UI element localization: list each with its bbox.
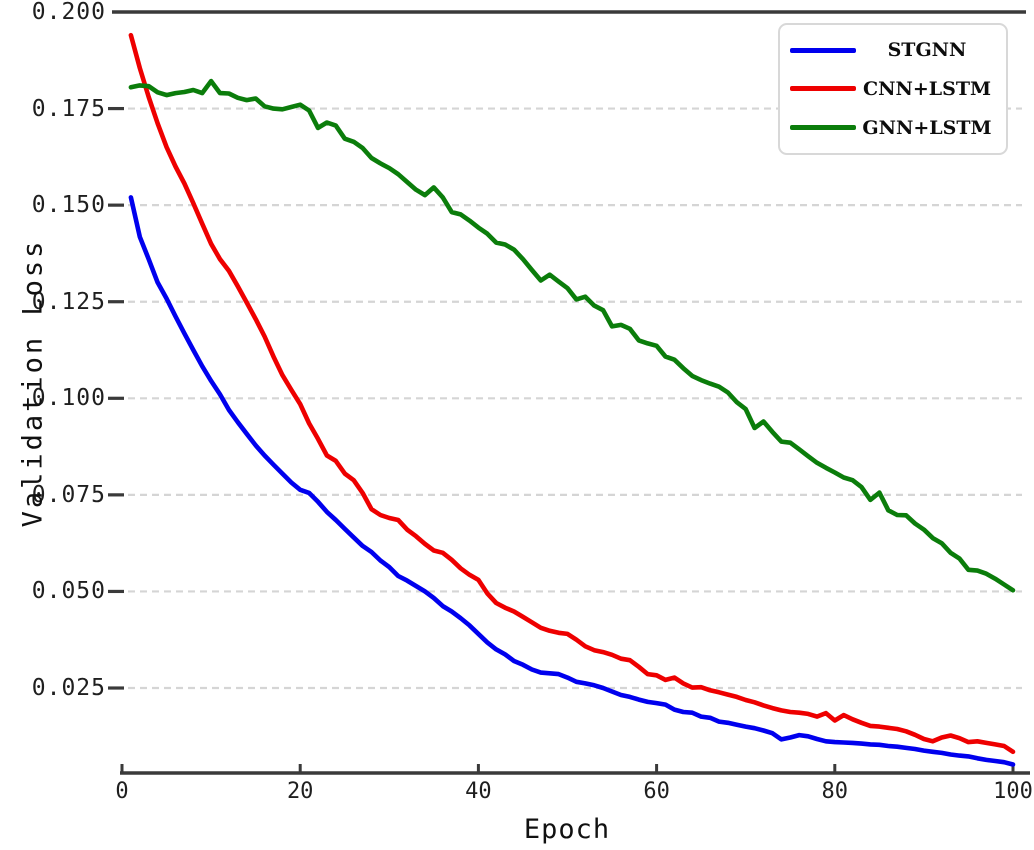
legend-item-stgnn: STGNN: [788, 39, 998, 61]
x-tick-label: 100: [993, 779, 1033, 804]
x-tick-label: 40: [465, 779, 492, 804]
x-tick-label: 0: [115, 779, 129, 804]
legend-label-gnn-lstm: GNN+LSTM: [862, 116, 992, 139]
curve-stgnn: [128, 195, 1016, 767]
legend-item-gnn-lstm: GNN+LSTM: [788, 117, 998, 139]
legend-line-gnn-lstm: [790, 125, 856, 131]
y-tick-label: 0.200: [31, 0, 106, 25]
y-tick-label: 0.150: [31, 192, 106, 219]
y-tick-label: 0.125: [31, 288, 106, 315]
x-tick-label: 60: [643, 779, 670, 804]
legend: STGNN CNN+LSTM GNN+LSTM: [778, 23, 1008, 155]
legend-label-stgnn: STGNN: [887, 39, 967, 62]
x-tick-label: 20: [286, 779, 314, 804]
y-tick-label: 0.025: [31, 675, 106, 701]
legend-line-stgnn: [790, 47, 856, 53]
y-tick-label: 0.075: [31, 481, 106, 508]
x-axis-title: Epoch: [523, 814, 611, 845]
x-tick-label: 80: [821, 779, 849, 804]
y-tick-label: 0.100: [31, 385, 106, 412]
curve-cnn-lstm: [128, 32, 1016, 755]
y-axis-title: Validation Loss: [17, 238, 49, 528]
y-tick-label: 0.175: [31, 95, 106, 122]
y-tick-label: 0.050: [31, 578, 106, 605]
curve-gnn-lstm: [128, 78, 1016, 593]
legend-line-cnn-lstm: [790, 86, 856, 92]
legend-item-cnn-lstm: CNN+LSTM: [788, 78, 998, 100]
legend-label-cnn-lstm: CNN+LSTM: [862, 77, 992, 100]
